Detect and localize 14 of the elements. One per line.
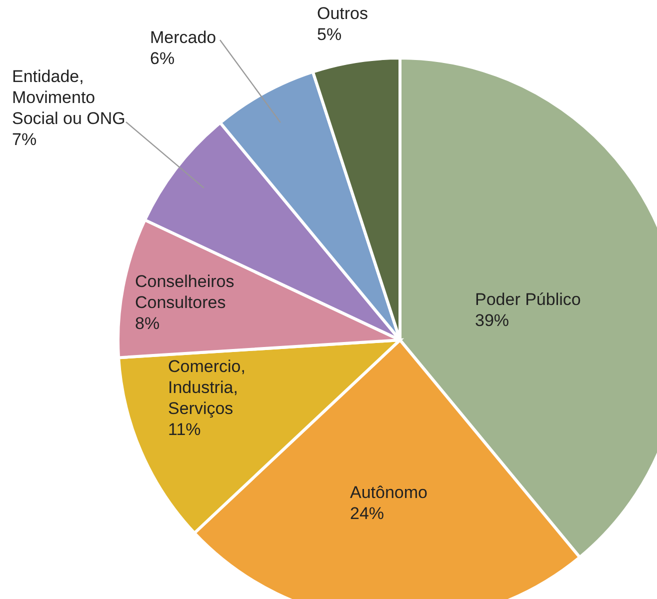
data-label: 24%	[350, 504, 384, 523]
data-label: 11%	[168, 420, 201, 439]
slice-label: Comercio, Industria, Serviços	[168, 357, 246, 418]
slice-label: Conselheiros Consultores	[135, 272, 234, 312]
data-label: 7%	[12, 130, 37, 149]
data-label: 8%	[135, 314, 160, 333]
data-label: 39%	[475, 311, 510, 330]
slice-label: Entidade, Movimento Social ou ONG	[12, 67, 126, 128]
slice-label: Autônomo	[350, 483, 428, 502]
slice-label: Mercado	[150, 28, 216, 47]
data-label: 6%	[150, 49, 175, 68]
slice-label: Poder Público	[475, 290, 581, 309]
data-label: 5%	[317, 25, 342, 44]
slice-label: Outros	[317, 4, 368, 23]
